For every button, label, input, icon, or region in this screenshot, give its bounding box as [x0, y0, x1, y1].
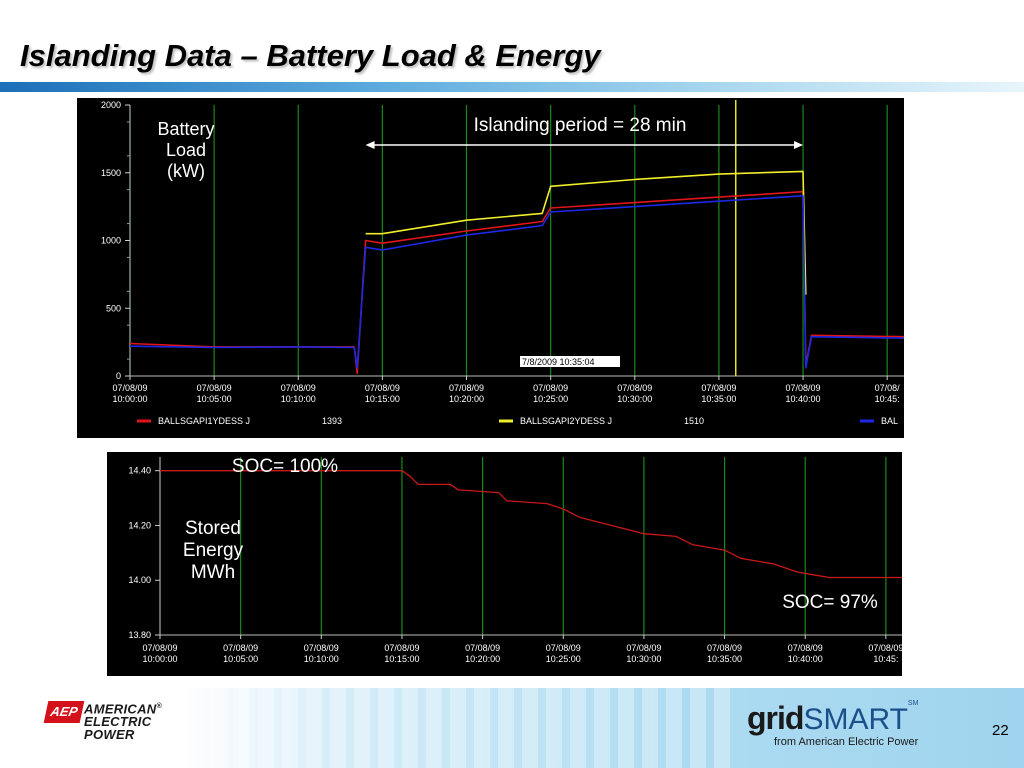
x-tick-time: 10:20:00 — [449, 394, 484, 404]
x-tick-time: 10:00:00 — [142, 654, 177, 664]
battery-load-chart: 0 500 1000 1500 2000 07/08/09 10:00:00 07/08/09… — [77, 98, 904, 438]
footer-band — [0, 688, 1024, 768]
aep-mark-icon: AEP — [43, 701, 85, 723]
y-tick-label: 500 — [106, 303, 121, 313]
aep-wordmark: AMERICAN® ELECTRIC POWER — [84, 701, 162, 743]
x-tick-date: 07/08/09 — [304, 643, 339, 653]
x-tick-time: 10:35:00 — [701, 394, 736, 404]
x-tick-time: 10:30:00 — [617, 394, 652, 404]
legend-name: BALLSGAPI2YDESS J — [520, 416, 612, 426]
battery-load-axis-label: Battery Load (kW) — [157, 119, 215, 181]
x-tick-time: 10:05:00 — [223, 654, 258, 664]
battery-load-plot: 050010001500200007/08/0910:00:0007/08/09… — [101, 100, 904, 426]
x-tick-time: 10:20:00 — [465, 654, 500, 664]
x-tick-date: 07/08/09 — [626, 643, 661, 653]
legend-value: 1510 — [684, 416, 704, 426]
y-tick-label: 13.80 — [128, 630, 151, 640]
gridsmart-logo: gridSMARTSM from American Electric Power — [747, 700, 919, 748]
x-tick-date: 07/08/09 — [786, 383, 821, 393]
x-tick-time: 10:35:00 — [707, 654, 742, 664]
x-tick-date: 07/08/09 — [223, 643, 258, 653]
aep-logo: AEP AMERICAN® ELECTRIC POWER — [43, 698, 206, 748]
x-tick-time: 10:30:00 — [626, 654, 661, 664]
y-tick-label: 2000 — [101, 100, 121, 110]
x-tick-date: 07/08/ — [875, 383, 901, 393]
x-tick-time: 10:05:00 — [197, 394, 232, 404]
period-arrow-left-head — [365, 141, 375, 149]
x-tick-time: 10:10:00 — [281, 394, 316, 404]
series-line — [129, 195, 904, 369]
x-tick-date: 07/08/09 — [546, 643, 581, 653]
x-tick-date: 07/08/09 — [384, 643, 419, 653]
x-tick-time: 10:40:00 — [788, 654, 823, 664]
soc-end-label: SOC= 97% — [782, 592, 878, 613]
slide-title: Islanding Data – Battery Load & Energy — [20, 38, 601, 73]
x-tick-date: 07/08/09 — [112, 383, 147, 393]
x-tick-date: 07/08/09 — [142, 643, 177, 653]
x-tick-date: 07/08/09 — [465, 643, 500, 653]
legend-value: 1393 — [322, 416, 342, 426]
y-tick-label: 0 — [116, 371, 121, 381]
x-tick-date: 07/08/09 — [701, 383, 736, 393]
legend-name: BAL — [881, 416, 898, 426]
y-tick-label: 14.40 — [128, 466, 151, 476]
y-tick-label: 14.00 — [128, 575, 151, 585]
x-tick-date: 07/08/09 — [449, 383, 484, 393]
x-tick-time: 10:10:00 — [304, 654, 339, 664]
legend-name: BALLSGAPI1YDESS J — [158, 416, 250, 426]
x-tick-time: 10:45: — [873, 654, 898, 664]
x-tick-date: 07/08/09 — [365, 383, 400, 393]
energy-series-line — [160, 470, 902, 579]
x-tick-time: 10:45: — [875, 394, 900, 404]
x-tick-time: 10:25:00 — [533, 394, 568, 404]
x-tick-date: 07/08/09 — [533, 383, 568, 393]
y-tick-label: 1000 — [101, 236, 121, 246]
x-tick-time: 10:00:00 — [112, 394, 147, 404]
stored-energy-chart: 13.80 14.00 14.20 14.40 07/08/09 10:00:00 07/0… — [107, 452, 902, 676]
stored-energy-plot: 13.8014.0014.2014.4007/08/0910:00:0007/0… — [128, 457, 902, 664]
soc-start-label: SOC= 100% — [231, 456, 339, 477]
x-tick-date: 07/08/09 — [707, 643, 742, 653]
y-tick-label: 1500 — [101, 168, 121, 178]
cursor-label: 7/8/2009 10:35:04 — [522, 357, 595, 367]
series-line — [365, 170, 807, 295]
x-tick-time: 10:25:00 — [546, 654, 581, 664]
y-tick-label: 14.20 — [128, 520, 151, 530]
cursor-label-box — [520, 356, 620, 367]
x-tick-time: 10:40:00 — [786, 394, 821, 404]
x-tick-date: 07/08/09 — [617, 383, 652, 393]
series-line — [129, 190, 904, 375]
title-underline — [0, 82, 1024, 92]
x-tick-date: 07/08/09 — [868, 643, 902, 653]
page-number: 22 — [992, 722, 1009, 739]
stored-energy-axis-label: Stored Energy MWh — [182, 518, 244, 583]
x-tick-date: 07/08/09 — [788, 643, 823, 653]
x-tick-date: 07/08/09 — [281, 383, 316, 393]
islanding-period-label: Islanding period = 28 min — [473, 115, 687, 136]
footer-pattern — [210, 688, 730, 768]
x-tick-time: 10:15:00 — [365, 394, 400, 404]
x-tick-date: 07/08/09 — [197, 383, 232, 393]
period-arrow-right-head — [794, 141, 804, 149]
x-tick-time: 10:15:00 — [384, 654, 419, 664]
